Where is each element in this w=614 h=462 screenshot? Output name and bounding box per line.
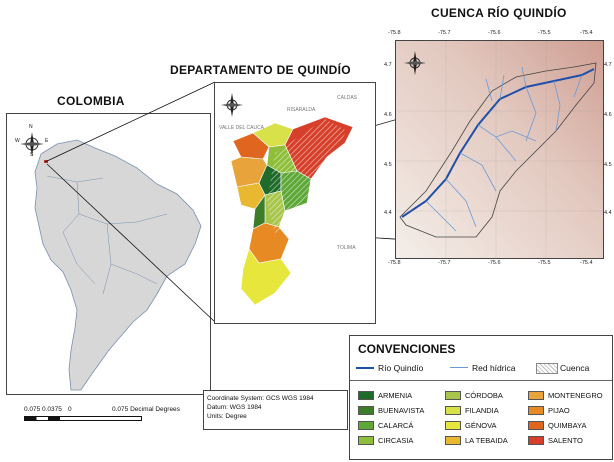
compass-w: W xyxy=(15,138,20,144)
lat-tick-right-3: 4.5 xyxy=(604,162,612,168)
lat-tick-left-4: 4.4 xyxy=(384,210,392,216)
lon-tick-bottom-3: -75.6 xyxy=(488,260,501,266)
swatch-circasia xyxy=(358,436,374,445)
legend-buenavista: BUENAVISTA xyxy=(378,406,425,415)
swatch-pijao xyxy=(528,406,544,415)
lon-tick-bottom-2: -75.7 xyxy=(438,260,451,266)
legend-circasia: CIRCASIA xyxy=(378,436,414,445)
label-tolima: TOLIMA xyxy=(337,245,356,251)
colombia-map-frame: N S W E xyxy=(6,113,211,395)
cuenca-relief-map xyxy=(396,41,603,258)
legend-cuenca-swatch xyxy=(536,363,558,374)
lat-tick-right-2: 4.6 xyxy=(604,112,612,118)
country-borders xyxy=(46,175,168,295)
cuenca-boundary xyxy=(399,62,597,238)
lon-tick-bottom-4: -75.5 xyxy=(538,260,551,266)
cuenca-map-frame xyxy=(395,40,604,259)
lon-tick-top-3: -75.6 xyxy=(488,30,501,36)
legend-line-red-label: Red hídrica xyxy=(472,363,516,373)
departamento-title: DEPARTAMENTO DE QUINDÍO xyxy=(170,63,351,77)
swatch-genova xyxy=(445,421,461,430)
swatch-montenegro xyxy=(528,391,544,400)
compass-e: E xyxy=(45,138,49,144)
south-america-map xyxy=(34,139,202,391)
units: Units: Degree xyxy=(207,413,247,420)
municipality-quimbaya xyxy=(232,132,270,160)
departamento-map-frame: RISARALDA CALDAS VALLE DEL CAUCA TOLIMA xyxy=(214,82,376,324)
legend-armenia: ARMENIA xyxy=(378,391,413,400)
compass-rose-icon xyxy=(20,132,44,156)
municipality-genova xyxy=(240,248,292,306)
scale-label-2: 0.0375 xyxy=(42,406,62,413)
swatch-calarca xyxy=(358,421,374,430)
cuenca-title: CUENCA RÍO QUINDÍO xyxy=(431,6,567,20)
legend-genova: GÉNOVA xyxy=(465,421,497,430)
lon-tick-top-5: -75.4 xyxy=(580,30,593,36)
coordinate-system: Coordinate System: GCS WGS 1984 xyxy=(207,395,314,402)
legend-line-red xyxy=(450,367,468,368)
south-america-outline xyxy=(34,139,202,391)
quindio-municipalities-map xyxy=(230,116,354,306)
swatch-quimbaya xyxy=(528,421,544,430)
swatch-filandia xyxy=(445,406,461,415)
lat-tick-left-1: 4.7 xyxy=(384,62,392,68)
legend-cordoba: CÓRDOBA xyxy=(465,391,503,400)
lat-tick-right-1: 4.7 xyxy=(604,62,612,68)
compass-rose-icon xyxy=(221,93,243,117)
datum: Datum: WGS 1984 xyxy=(207,404,262,411)
legend-pijao: PIJAO xyxy=(548,406,570,415)
legend-cuenca-label: Cuenca xyxy=(560,363,590,373)
swatch-cordoba xyxy=(445,391,461,400)
legend-line-rio-label: Río Quindío xyxy=(378,363,424,373)
scale-bar xyxy=(24,416,142,421)
legend-quimbaya: QUIMBAYA xyxy=(548,421,587,430)
lon-tick-top-4: -75.5 xyxy=(538,30,551,36)
lat-tick-right-4: 4.4 xyxy=(604,210,612,216)
label-risaralda: RISARALDA xyxy=(287,107,316,113)
rio-quindio-line xyxy=(401,68,595,218)
grid-lines xyxy=(396,41,603,258)
label-caldas: CALDAS xyxy=(337,95,358,101)
swatch-armenia xyxy=(358,391,374,400)
compass-rose-icon xyxy=(404,51,426,75)
colombia-title: COLOMBIA xyxy=(57,94,125,108)
legend-montenegro: MONTENEGRO xyxy=(548,391,603,400)
scale-label-1: 0.075 xyxy=(24,406,41,413)
scale-label-4: 0.075 Decimal Degrees xyxy=(112,406,180,413)
lat-tick-left-2: 4.6 xyxy=(384,112,392,118)
legend-filandia: FILANDIA xyxy=(465,406,499,415)
lon-tick-bottom-5: -75.4 xyxy=(580,260,593,266)
lat-tick-left-3: 4.5 xyxy=(384,162,392,168)
metadata-box: Coordinate System: GCS WGS 1984 Datum: W… xyxy=(203,390,348,430)
lon-tick-bottom-1: -75.8 xyxy=(388,260,401,266)
compass-n: N xyxy=(29,124,33,130)
compass-s: S xyxy=(30,152,34,158)
legend-la-tebaida: LA TEBAIDA xyxy=(465,436,508,445)
swatch-buenavista xyxy=(358,406,374,415)
lon-tick-top-2: -75.7 xyxy=(438,30,451,36)
legend-title: CONVENCIONES xyxy=(358,342,456,356)
lon-tick-top-1: -75.8 xyxy=(388,30,401,36)
legend-line-rio xyxy=(356,367,374,369)
swatch-la-tebaida xyxy=(445,436,461,445)
legend-divider xyxy=(350,380,612,381)
legend-salento: SALENTO xyxy=(548,436,583,445)
scale-label-3: 0 xyxy=(68,406,72,413)
swatch-salento xyxy=(528,436,544,445)
legend-calarca: CALARCÁ xyxy=(378,421,414,430)
legend-box: CONVENCIONES Río Quindío Red hídrica Cue… xyxy=(349,335,613,460)
label-valle: VALLE DEL CAUCA xyxy=(219,125,265,131)
cuenca-hatch xyxy=(267,119,347,233)
